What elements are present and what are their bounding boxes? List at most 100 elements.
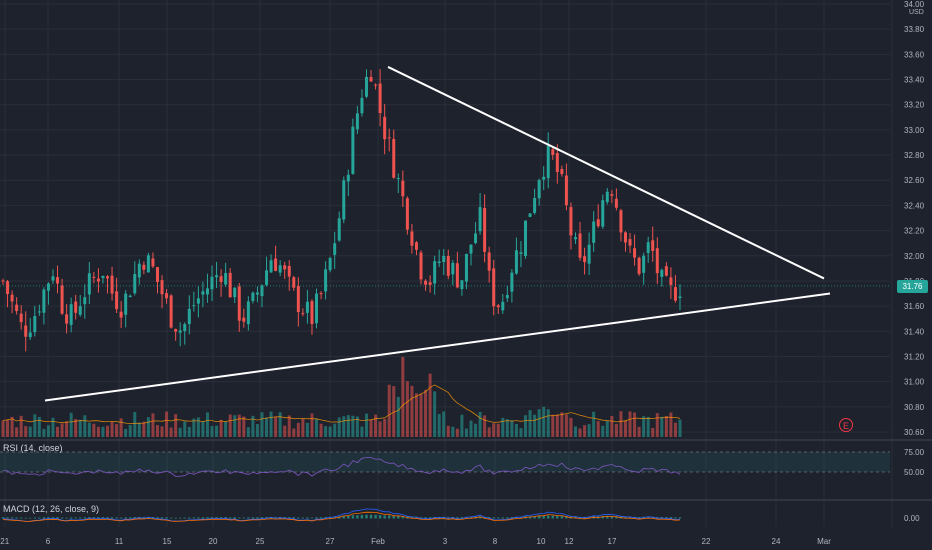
candle-body (210, 276, 214, 290)
macd-histogram-bar (33, 517, 37, 519)
macd-histogram-bar (69, 517, 73, 519)
candle-body (6, 281, 10, 295)
volume-bar (492, 423, 496, 437)
macd-histogram-bar (333, 516, 336, 519)
macd-histogram-bar (665, 517, 668, 519)
volume-bar (514, 423, 518, 437)
time-axis-label: 22 (702, 537, 711, 546)
price-axis-label: 32.20 (904, 227, 925, 236)
volume-bar (319, 423, 323, 437)
volume-bar (324, 426, 328, 437)
macd-histogram-bar (156, 517, 159, 519)
candle-body (201, 291, 205, 295)
candle-body (396, 178, 400, 180)
macd-histogram-bar (560, 515, 564, 519)
volume-bar (178, 427, 182, 437)
price-axis-label: 33.80 (904, 25, 925, 34)
price-axis-label: 31.00 (904, 378, 925, 387)
candle-body (505, 295, 509, 299)
volume-bar (655, 413, 659, 437)
candle-body (319, 293, 323, 295)
volume-bar (10, 416, 14, 437)
volume-bar (651, 427, 655, 437)
candle-body (610, 194, 614, 196)
volume-bar (428, 373, 432, 437)
candle-body (469, 244, 473, 254)
macd-histogram-bar (129, 517, 132, 519)
macd-histogram-bar (83, 517, 86, 519)
rsi-title[interactable]: RSI (14, close) (3, 443, 63, 453)
candle-body (433, 261, 437, 284)
macd-histogram-bar (292, 517, 295, 519)
currency-label: USD (909, 9, 924, 16)
macd-histogram-bar (469, 516, 473, 519)
volume-bar (396, 396, 400, 437)
volume-bar (519, 428, 523, 437)
candle-body (74, 301, 78, 313)
time-axis-label: 24 (772, 537, 781, 546)
candle-body (192, 305, 196, 307)
volume-bar (69, 412, 73, 437)
candle-body (464, 253, 468, 282)
volume-bar (401, 357, 405, 437)
candle-body (269, 260, 273, 273)
candle-body (133, 273, 137, 294)
macd-histogram-bar (388, 515, 391, 519)
candle-body (337, 218, 341, 241)
price-axis-label: 30.60 (904, 428, 925, 437)
volume-bar (346, 415, 350, 437)
macd-histogram-bar (260, 517, 264, 519)
price-axis-label: 32.00 (904, 252, 925, 261)
trendline-resistance (387, 66, 825, 280)
candle-body (283, 265, 287, 270)
macd-histogram-bar (233, 517, 236, 519)
volume-bar (551, 414, 555, 437)
volume-bar (601, 425, 605, 437)
candle-body (378, 83, 382, 114)
volume-bar (242, 416, 246, 437)
macd-histogram-bar (360, 514, 364, 519)
volume-bar (578, 428, 582, 437)
macd-histogram-bar (428, 517, 432, 519)
macd-histogram-bar (424, 517, 427, 519)
volume-bar (24, 426, 28, 437)
macd-title[interactable]: MACD (12, 26, close, 9) (3, 504, 100, 514)
macd-histogram-bar (92, 517, 96, 519)
candle-body (178, 330, 182, 333)
volume-bar (355, 416, 359, 437)
macd-histogram-bar (606, 516, 609, 519)
macd-histogram-bar (47, 517, 50, 519)
macd-histogram-bar (60, 517, 64, 519)
macd-histogram-bar (510, 517, 514, 519)
macd-histogram-bar (51, 517, 55, 519)
volume-bar (19, 415, 23, 437)
volume-bar (96, 426, 100, 437)
volume-bar (233, 415, 237, 437)
macd-histogram-bar (215, 517, 218, 519)
macd-histogram-bar (674, 517, 677, 519)
candle-body (78, 306, 82, 315)
volume-bar (1, 420, 5, 437)
earnings-badge[interactable]: E (839, 418, 853, 432)
volume-bar (201, 421, 205, 437)
macd-histogram-bar (242, 517, 246, 519)
macd-histogram-bar (542, 515, 545, 519)
candle-body (128, 295, 132, 298)
volume-bar (451, 426, 455, 437)
macd-histogram-bar (169, 517, 173, 519)
volume-bar (405, 381, 409, 437)
candle-body (142, 264, 146, 270)
volume-bar (106, 425, 110, 437)
volume-bar (192, 418, 196, 437)
candle-body (146, 255, 150, 273)
volume-bar (165, 411, 169, 437)
candle-body (383, 116, 387, 140)
volume-bar (414, 393, 418, 437)
candle-body (546, 145, 550, 179)
candle-body (592, 221, 596, 243)
volume-bar (455, 428, 459, 437)
macd-histogram-bar (528, 516, 532, 519)
macd-histogram-bar (174, 517, 177, 519)
candle-body (446, 255, 450, 276)
